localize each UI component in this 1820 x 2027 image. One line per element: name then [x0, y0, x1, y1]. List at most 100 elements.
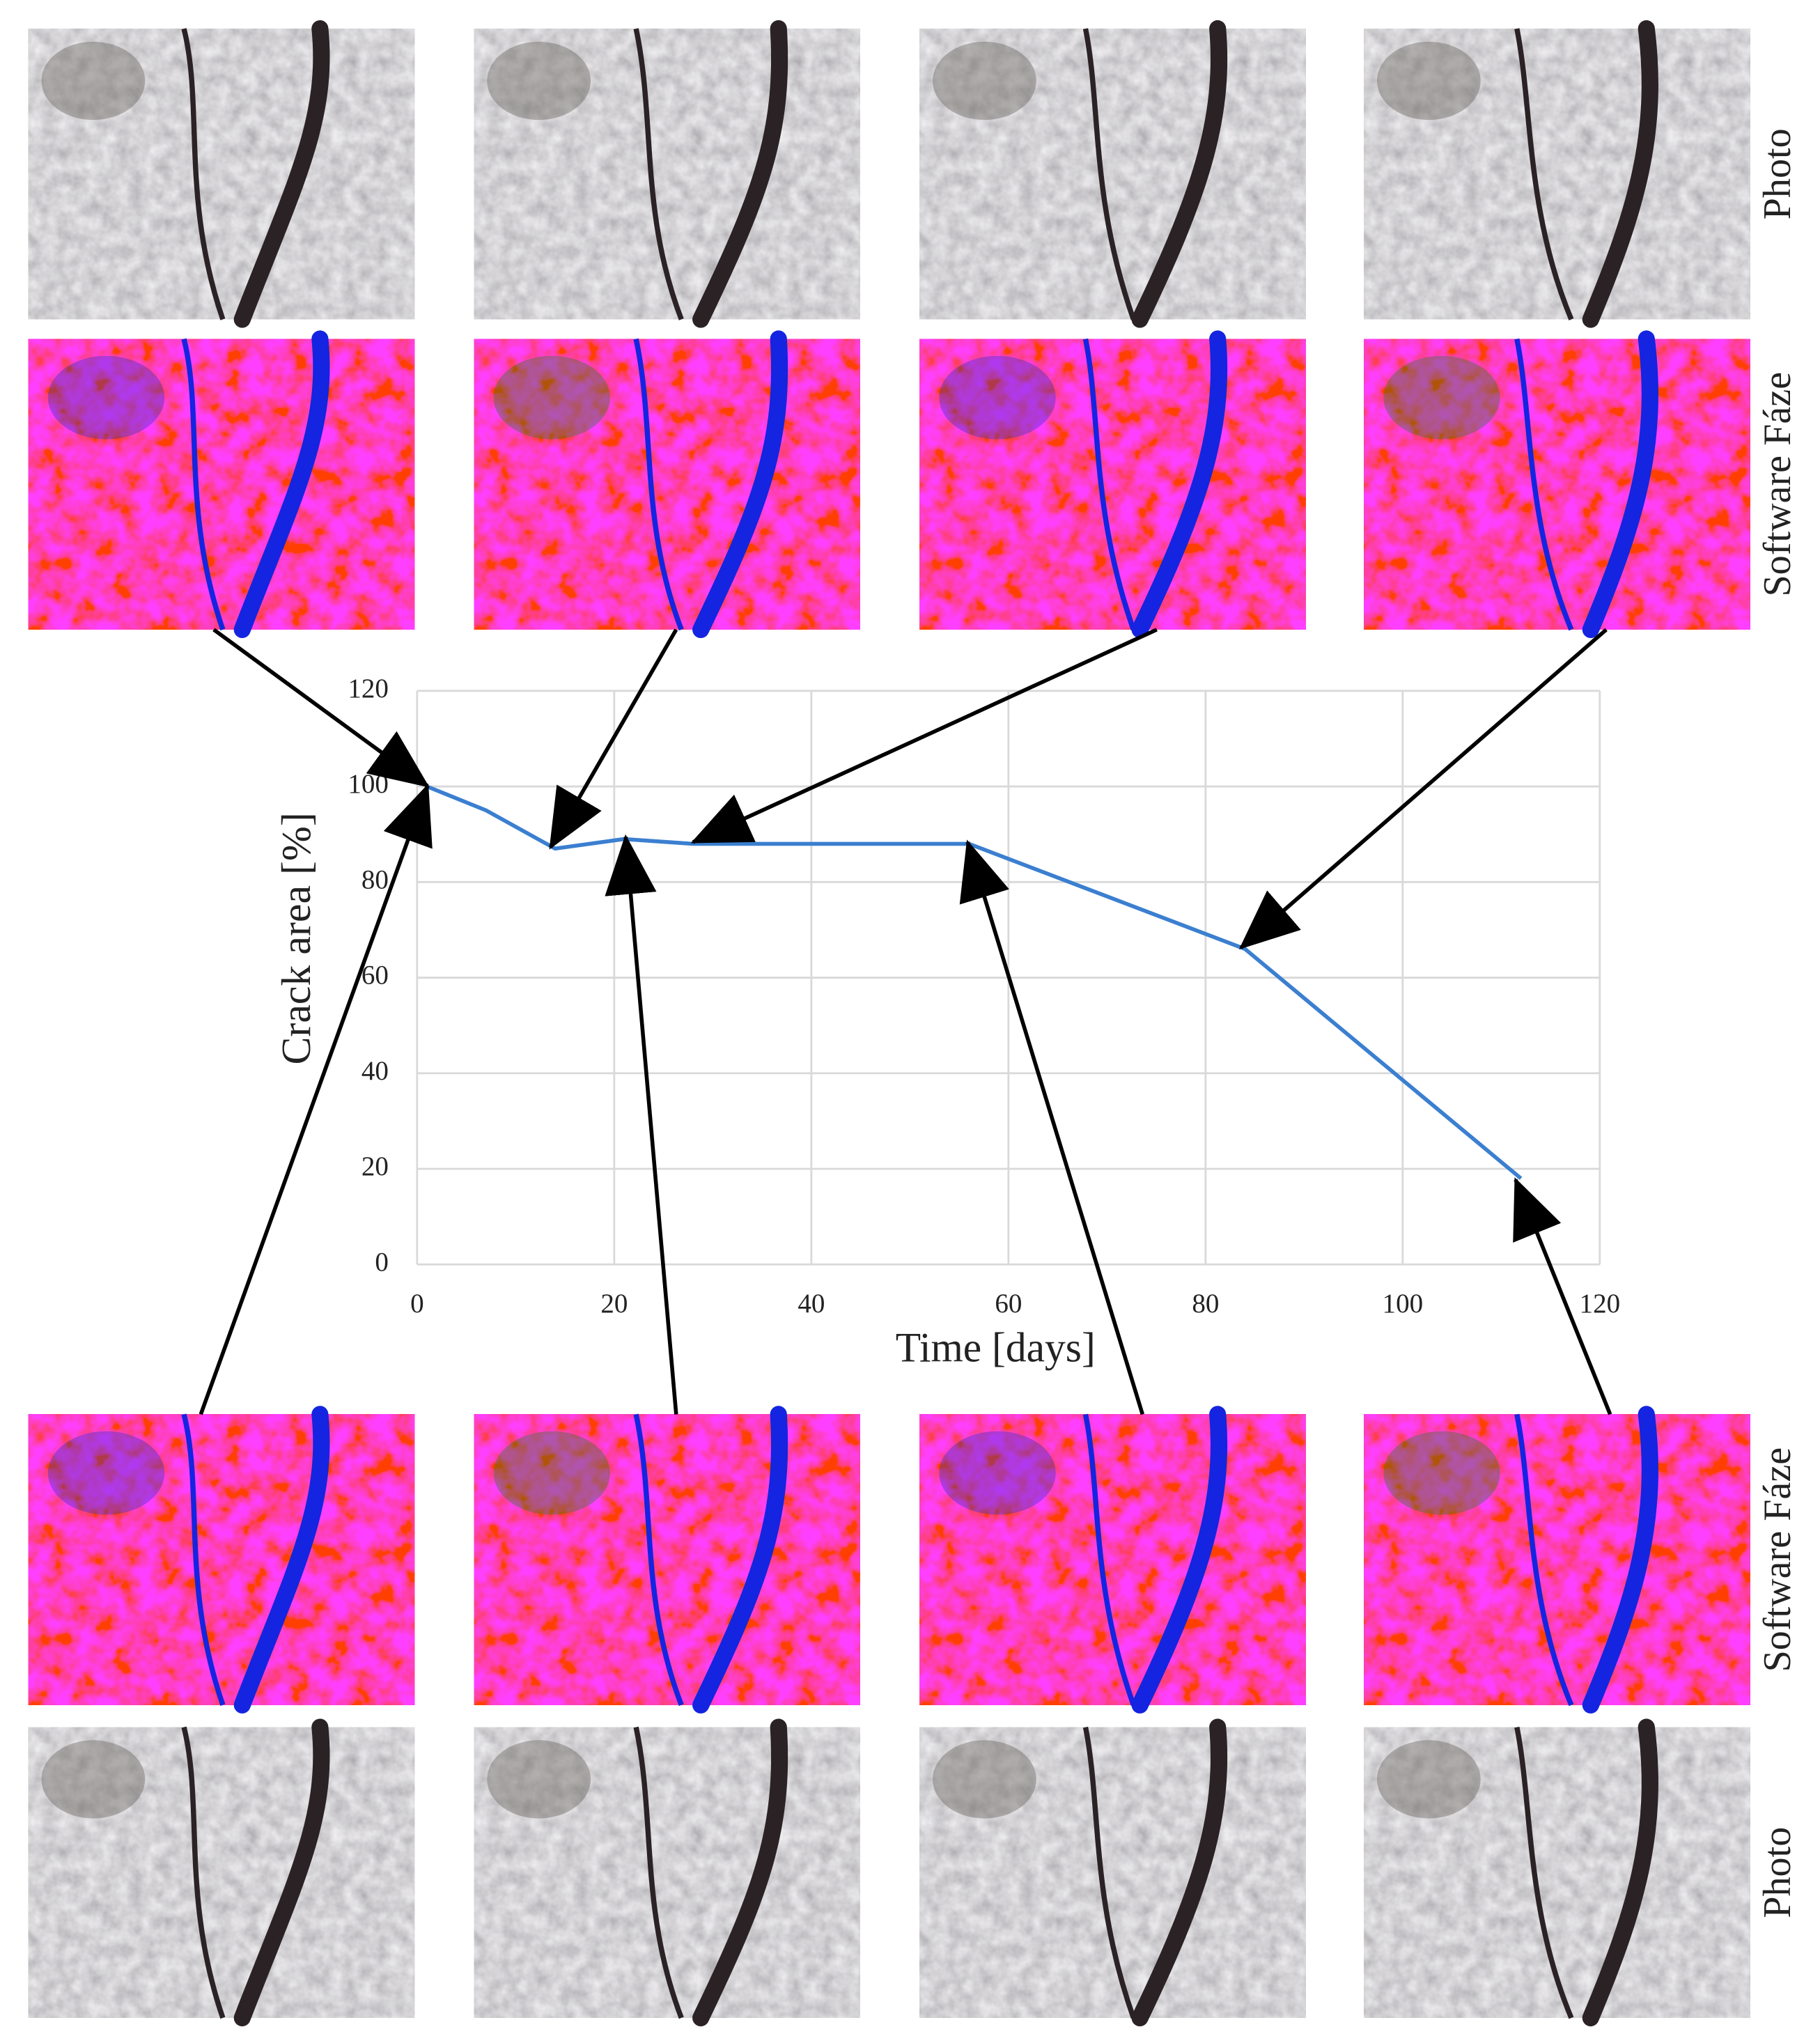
crack: [1514, 338, 1574, 631]
crack: [1131, 1718, 1228, 2027]
crack: [1082, 1413, 1136, 1707]
arrow: [1513, 1177, 1612, 1415]
crack: [1514, 1726, 1574, 2019]
crack: [1514, 1413, 1574, 1707]
arrow: [959, 839, 1144, 1415]
panel-texture: [1364, 29, 1750, 320]
image-panels: Photo Software Fáze Software Fáze Photo: [28, 20, 1799, 2027]
y-tick-label: 20: [361, 1151, 389, 1181]
y-tick-label: 120: [348, 674, 389, 704]
arrow: [690, 628, 1158, 844]
crack: [1514, 28, 1574, 320]
crack: [1082, 28, 1136, 320]
row-label: Software Fáze: [1756, 372, 1799, 597]
panel-texture: [28, 339, 415, 630]
stain: [1376, 41, 1481, 121]
photo-panel: [1364, 20, 1750, 328]
crack: [1082, 338, 1136, 631]
panel-texture: [919, 29, 1306, 320]
stain: [1383, 1431, 1500, 1515]
arrow: [199, 783, 433, 1415]
data-line: [426, 784, 1523, 1180]
segmentation-panel: [1364, 330, 1750, 639]
crack: [233, 330, 330, 639]
segmentation-panel: [919, 1406, 1306, 1714]
stain: [939, 1431, 1056, 1515]
x-tick-label: 60: [995, 1289, 1022, 1319]
crack: [181, 1413, 226, 1706]
segmentation-panel: [1364, 1406, 1750, 1714]
segmentation-panel: [28, 330, 415, 639]
panel-texture: [1364, 1414, 1750, 1705]
stain: [41, 41, 146, 121]
crack: [181, 338, 226, 631]
photo-panel: [1364, 1718, 1750, 2027]
arrows: [199, 628, 1612, 1415]
x-tick-label: 120: [1580, 1289, 1621, 1319]
segmentation-panel: [919, 330, 1306, 639]
crack: [633, 1413, 684, 1707]
crack: [181, 1726, 226, 2019]
crack: [233, 20, 330, 328]
crack: [692, 330, 788, 639]
arrow: [1238, 628, 1608, 949]
crack: [692, 20, 788, 328]
crack: [1131, 20, 1228, 328]
stain: [933, 1740, 1036, 1819]
stain: [47, 1431, 165, 1515]
crack: [1582, 20, 1658, 328]
crack: [181, 28, 226, 320]
panel-texture: [919, 1727, 1306, 2018]
crack: [692, 1406, 788, 1714]
photo-panel: [474, 20, 860, 328]
row-label: Software Fáze: [1756, 1447, 1799, 1672]
crack: [633, 28, 684, 320]
crack: [1082, 1726, 1136, 2019]
plot: 0 20 40 60 80 100 120 0 20 40 60 80 100 120 Time [days…: [273, 674, 1620, 1371]
x-tick-label: 40: [798, 1289, 825, 1319]
crack: [1131, 330, 1228, 639]
stain: [493, 1431, 610, 1515]
crack: [1582, 330, 1658, 639]
stain: [1376, 1740, 1481, 1819]
stain: [41, 1740, 146, 1819]
row-label: Photo: [1756, 1827, 1799, 1918]
crack: [1582, 1406, 1658, 1714]
stain: [1383, 355, 1500, 440]
panel-texture: [919, 1414, 1306, 1705]
y-tick-label: 80: [361, 864, 389, 894]
crack: [233, 1718, 330, 2027]
x-tick-label: 80: [1192, 1289, 1219, 1319]
panel-texture: [28, 1727, 415, 2018]
crack: [1582, 1718, 1658, 2027]
segmentation-panel: [474, 330, 860, 639]
segmentation-panel: [474, 1406, 860, 1714]
y-tick-label: 100: [348, 769, 389, 799]
photo-panel: [919, 20, 1306, 328]
panel-texture: [1364, 339, 1750, 630]
y-tick-label: 40: [361, 1056, 389, 1086]
photo-panel: [28, 20, 415, 328]
y-axis-label: Crack area [%]: [273, 812, 319, 1064]
arrow: [605, 834, 678, 1415]
arrow: [212, 628, 430, 788]
x-tick-label: 100: [1383, 1289, 1424, 1319]
photo-panel: [474, 1718, 860, 2027]
x-tick-label: 20: [600, 1289, 628, 1319]
stain: [939, 355, 1056, 440]
panel-texture: [28, 29, 415, 320]
panel-texture: [919, 339, 1306, 630]
panel-texture: [1364, 1727, 1750, 2018]
photo-panel: [919, 1718, 1306, 2027]
crack: [233, 1406, 330, 1714]
crack: [633, 338, 684, 631]
stain: [487, 1740, 591, 1819]
y-tick-label: 60: [361, 960, 389, 990]
stain: [47, 355, 165, 440]
arrow: [548, 628, 678, 850]
stain: [933, 41, 1036, 121]
y-tick-label: 0: [375, 1247, 389, 1277]
crack: [633, 1726, 684, 2019]
